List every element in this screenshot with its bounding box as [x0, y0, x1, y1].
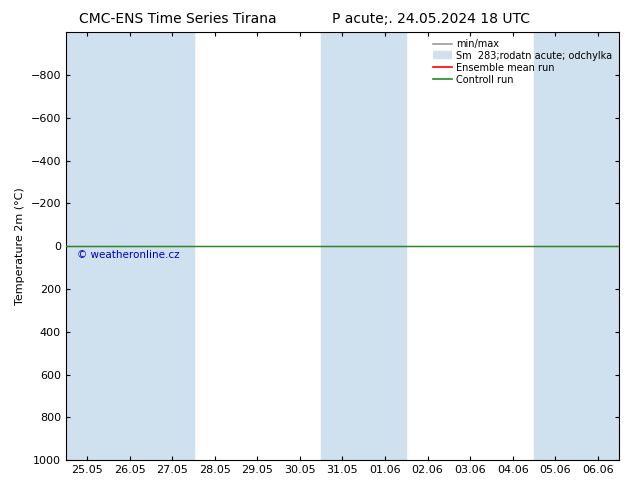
Text: © weatheronline.cz: © weatheronline.cz — [77, 250, 179, 260]
Y-axis label: Temperature 2m (°C): Temperature 2m (°C) — [15, 187, 25, 305]
Bar — [576, 32, 619, 460]
Bar — [321, 32, 364, 460]
Bar — [108, 32, 151, 460]
Text: CMC-ENS Time Series Tirana: CMC-ENS Time Series Tirana — [79, 12, 276, 26]
Bar — [364, 32, 406, 460]
Bar — [66, 32, 108, 460]
Text: P acute;. 24.05.2024 18 UTC: P acute;. 24.05.2024 18 UTC — [332, 12, 530, 26]
Legend: min/max, Sm  283;rodatn acute; odchylka, Ensemble mean run, Controll run: min/max, Sm 283;rodatn acute; odchylka, … — [430, 37, 614, 87]
Bar — [534, 32, 576, 460]
Bar — [151, 32, 193, 460]
